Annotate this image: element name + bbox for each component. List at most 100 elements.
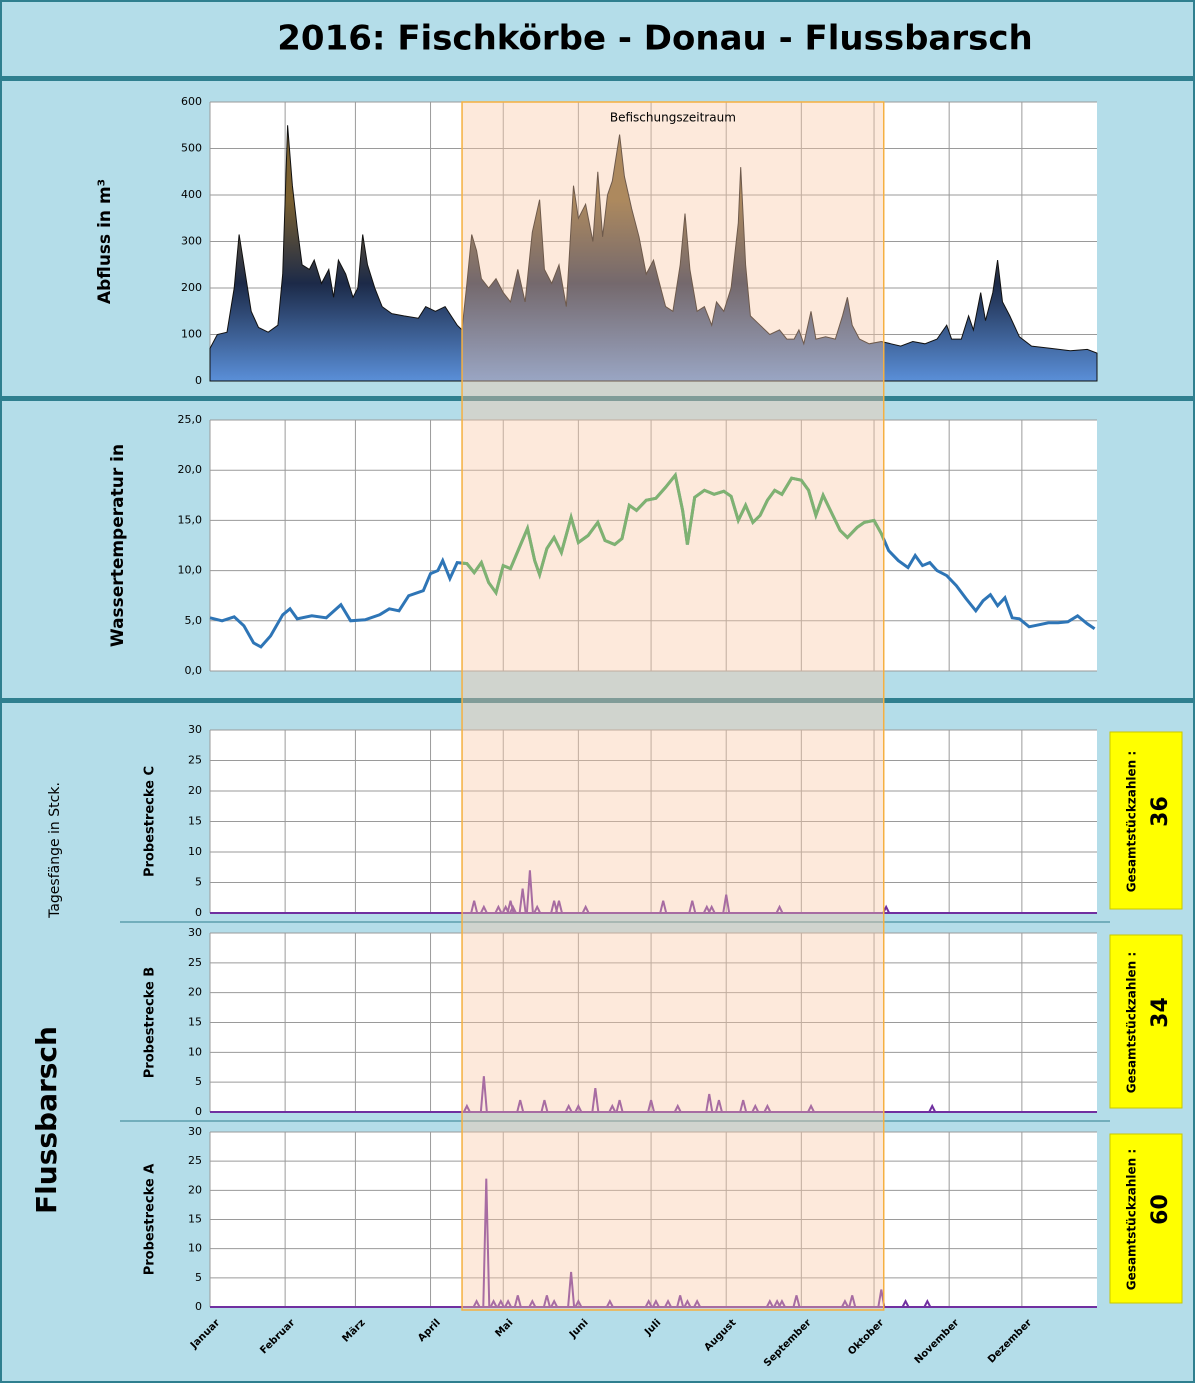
- y-tick-label: 15: [188, 815, 202, 828]
- catch-spike: [841, 1298, 849, 1308]
- y-tick-label: 30: [188, 926, 202, 939]
- y-tick-label: 200: [181, 281, 202, 294]
- catch-spike: [479, 1076, 488, 1113]
- catch-spike: [462, 1103, 471, 1113]
- catch-spike: [807, 1103, 815, 1113]
- y-axis-label: Abfluss in m³: [95, 179, 115, 304]
- catch-spike: [792, 1295, 801, 1308]
- catch-spike: [528, 1298, 537, 1308]
- catch-spike: [472, 1298, 481, 1308]
- catch-spike: [775, 904, 784, 914]
- y-tick-label: 5,0: [185, 614, 203, 627]
- total-label: Gesamtstückzahlen :: [1125, 751, 1139, 892]
- catch-spike: [542, 1295, 551, 1308]
- y-tick-label: 300: [181, 235, 202, 248]
- catch-spike: [518, 888, 527, 914]
- y-tick-label: 5: [195, 1075, 202, 1088]
- y-tick-label: 400: [181, 188, 202, 201]
- total-value: 36: [1148, 796, 1173, 827]
- y-tick-label: 25: [188, 956, 202, 969]
- catch-spike: [848, 1295, 857, 1308]
- y-tick-label: 30: [188, 1125, 202, 1138]
- catch-spike: [763, 1103, 772, 1113]
- y-tick-label: 0: [195, 374, 202, 387]
- catch-spike: [567, 1271, 576, 1308]
- catch-spike: [688, 900, 697, 914]
- catch-spike: [705, 1093, 714, 1113]
- catch-spike: [707, 904, 716, 914]
- catch-spike: [923, 1298, 932, 1308]
- y-tick-label: 10: [188, 845, 202, 858]
- discharge-area: [209, 125, 1098, 382]
- total-box: [1109, 731, 1183, 910]
- catch-spike: [739, 1099, 748, 1113]
- group-axis-label: Tagesfänge in Stck.: [47, 782, 63, 919]
- y-axis-label: Probestrecke B: [143, 967, 158, 1078]
- total-value: 60: [1148, 1194, 1173, 1225]
- catch-spike: [644, 1298, 653, 1308]
- y-tick-label: 15: [188, 1016, 202, 1029]
- y-tick-label: 20: [188, 986, 202, 999]
- annotation: Befischungszeitraum: [610, 111, 736, 125]
- catch-spike: [574, 1103, 583, 1113]
- y-tick-label: 100: [181, 328, 202, 341]
- catch-spike: [496, 1298, 505, 1308]
- y-tick-label: 5: [195, 1271, 202, 1284]
- y-tick-label: 5: [195, 876, 202, 889]
- temperature-line-highlight: [462, 471, 884, 597]
- y-tick-label: 25: [188, 1154, 202, 1167]
- y-tick-label: 0,0: [185, 664, 203, 677]
- catch-spike: [513, 1295, 522, 1308]
- catch-spike: [714, 1099, 723, 1113]
- total-box: [1109, 1133, 1183, 1304]
- title: 2016: Fischkörbe - Donau - Flussbarsch: [277, 19, 1032, 59]
- catch-spike: [676, 1295, 685, 1308]
- total-value: 34: [1148, 997, 1173, 1028]
- catch-spike: [540, 1099, 549, 1113]
- catch-spike: [673, 1103, 682, 1113]
- catch-spike: [928, 1103, 937, 1113]
- y-tick-label: 10: [188, 1045, 202, 1058]
- y-tick-label: 0: [195, 1300, 202, 1313]
- y-tick-label: 0: [195, 1105, 202, 1118]
- catch-spike: [664, 1298, 672, 1308]
- y-tick-label: 0: [195, 906, 202, 919]
- catch-spike: [550, 1298, 559, 1308]
- catch-spike: [765, 1298, 774, 1308]
- y-tick-label: 500: [181, 142, 202, 155]
- separator: [0, 396, 1195, 401]
- catch-spike: [479, 904, 488, 914]
- catch-spike: [778, 1298, 786, 1308]
- y-tick-label: 10: [188, 1242, 202, 1255]
- catch-spike: [482, 1178, 491, 1308]
- catch-spike: [525, 870, 534, 914]
- y-tick-label: 25,0: [178, 413, 203, 426]
- group-label: Flussbarsch: [30, 1026, 63, 1214]
- y-tick-label: 15: [188, 1213, 202, 1226]
- catch-spike: [516, 1099, 525, 1113]
- catch-spike: [683, 1298, 692, 1308]
- catch-spike: [494, 904, 503, 914]
- catch-spike: [591, 1088, 600, 1113]
- total-label: Gesamtstückzahlen :: [1125, 1149, 1139, 1290]
- y-tick-label: 20: [188, 784, 202, 797]
- y-tick-label: 20: [188, 1183, 202, 1196]
- catch-spike: [533, 904, 542, 914]
- catch-spike: [489, 1298, 498, 1308]
- catch-spike: [581, 904, 590, 914]
- catch-spike: [659, 900, 668, 914]
- total-box: [1109, 934, 1183, 1109]
- catch-spike: [470, 900, 479, 914]
- y-axis-label: Wassertemperatur in: [108, 444, 128, 647]
- y-tick-label: 15,0: [178, 513, 203, 526]
- fishing-period: [461, 101, 885, 1311]
- y-axis-label: Probestrecke A: [143, 1164, 158, 1276]
- catch-spike: [608, 1103, 617, 1113]
- catch-spike: [722, 894, 731, 914]
- y-tick-label: 10,0: [178, 564, 203, 577]
- total-label: Gesamtstückzahlen :: [1125, 952, 1139, 1093]
- catch-spike: [504, 1298, 512, 1308]
- catch-spike: [901, 1298, 910, 1308]
